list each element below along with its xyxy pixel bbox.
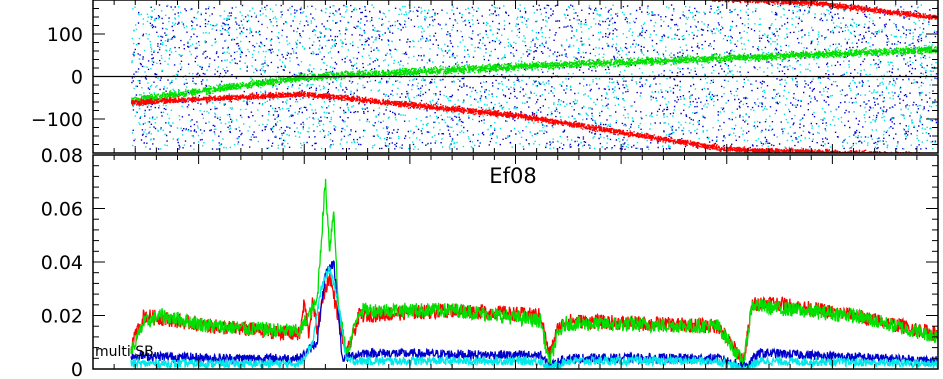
top-data-layer (131, 0, 938, 153)
top-series-points (131, 4, 938, 151)
top-y-axis-labels: 100 0 −100 (31, 24, 83, 131)
top-series-points (709, 0, 938, 21)
y-tick-label: 0.04 (41, 252, 83, 274)
bottom-axis-ticks (92, 154, 939, 370)
bottom-series-line-3 (130, 266, 938, 369)
y-tick-label: 0 (71, 67, 83, 89)
top-series-points (131, 90, 938, 153)
bottom-series-line-1 (130, 178, 938, 369)
top-axis-ticks (92, 0, 939, 154)
y-tick-label: 0.06 (41, 199, 83, 221)
bottom-y-axis-labels: 0 0.02 0.04 0.06 0.08 (41, 145, 83, 379)
top-series-1 (131, 4, 938, 151)
top-series-3 (131, 90, 938, 153)
chart-annotation: multi SB (95, 344, 154, 360)
y-tick-label: 0.02 (41, 306, 83, 328)
top-panel: 100 0 −100 (31, 0, 939, 154)
top-series-2 (131, 45, 938, 105)
top-series-4 (709, 0, 938, 21)
top-series-points (131, 4, 938, 151)
top-series-points (131, 45, 938, 105)
bottom-data-layer (130, 178, 938, 369)
bottom-panel: 0 0.02 0.04 0.06 0.08 Ef08 multi SB (41, 145, 939, 379)
top-series-0 (131, 4, 938, 151)
y-tick-label: −100 (31, 109, 83, 131)
bottom-series-line-2 (130, 260, 938, 369)
y-tick-label: 100 (47, 24, 83, 46)
y-tick-label: 0 (71, 359, 83, 379)
y-tick-label: 0.08 (41, 145, 83, 167)
chart-title: Ef08 (489, 164, 536, 188)
